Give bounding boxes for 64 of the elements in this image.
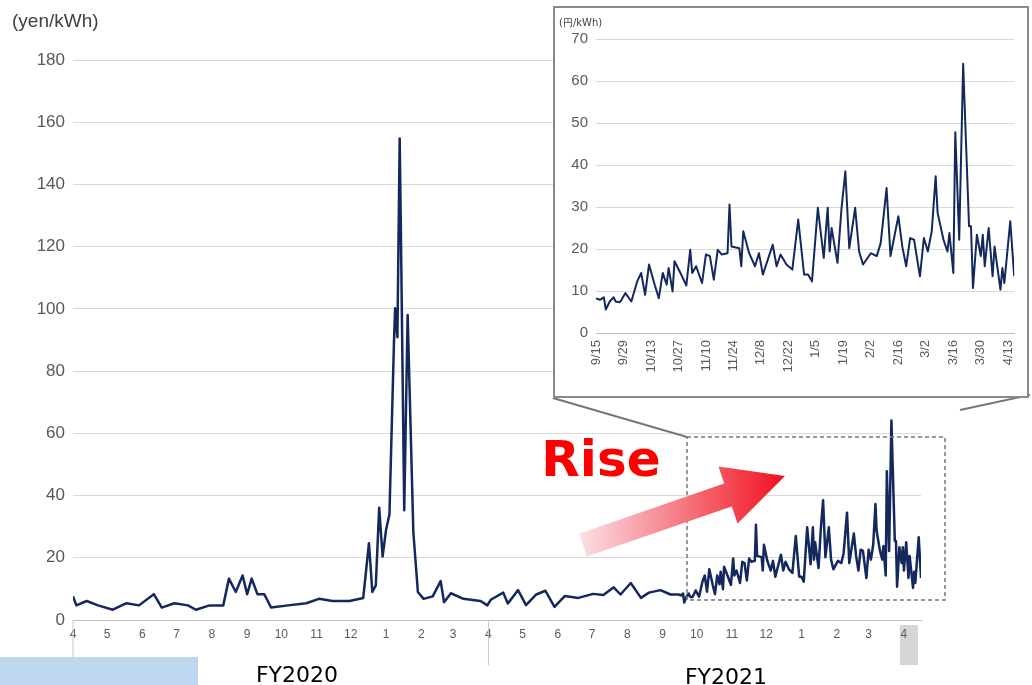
- x-tick-label: 8: [623, 626, 631, 641]
- x-tick-label: 2: [417, 626, 425, 641]
- x-tick-label: 7: [588, 626, 596, 641]
- x-tick-label: 2/16: [889, 340, 905, 366]
- y-axis-title: (yen/kWh): [12, 10, 99, 32]
- y-tick-label: 70: [571, 29, 588, 47]
- x-tick-label: 10/27: [670, 340, 686, 373]
- x-tick-label: 6: [554, 626, 562, 641]
- y-tick-label: 30: [571, 197, 588, 215]
- y-tick-label: 40: [46, 485, 65, 505]
- y-tick-label: 50: [571, 113, 588, 131]
- x-tick-label: 9: [243, 626, 251, 641]
- x-tick-label: 12/22: [779, 340, 795, 373]
- x-tick-label: 9/15: [587, 340, 603, 366]
- y-tick-label: 80: [46, 360, 65, 380]
- x-tick-label: 12/8: [752, 340, 768, 366]
- y-tick-label: 20: [571, 239, 588, 257]
- x-tick-label: 9/29: [615, 340, 631, 366]
- x-tick-label: 4: [485, 626, 493, 641]
- x-tick-label: 4: [69, 626, 77, 641]
- y-tick-label: 60: [571, 71, 588, 89]
- x-tick-label: 8: [208, 626, 216, 641]
- annotation: Rise: [541, 430, 661, 488]
- y-tick-label: 160: [36, 111, 65, 131]
- x-tick-label: 10: [690, 626, 704, 641]
- x-tick-label: 1/5: [807, 340, 823, 359]
- text: FY2020: [255, 662, 339, 685]
- x-tick-label: 2/2: [862, 340, 878, 359]
- y-tick-label: 0: [579, 323, 588, 341]
- x-tick-label: 12: [759, 626, 774, 641]
- x-tick-label: 1: [382, 626, 390, 641]
- x-tick-label: 10: [274, 626, 289, 641]
- x-tick-label: 4: [900, 626, 908, 641]
- x-tick-label: 3/2: [917, 340, 933, 359]
- x-tick-label: 5: [103, 626, 111, 641]
- x-tick-label: 3: [865, 626, 873, 641]
- x-tick-label: 4/13: [999, 340, 1015, 366]
- x-tick-label: 11/24: [725, 340, 741, 372]
- x-tick-label: 2: [833, 626, 841, 641]
- x-tick-label: 3: [449, 626, 457, 641]
- x-tick-label: 1/19: [834, 340, 850, 366]
- x-tick-label: 3/16: [944, 340, 960, 366]
- x-tick-label: 11/10: [697, 340, 713, 372]
- y-tick-label: 0: [55, 609, 65, 629]
- x-tick-label: 5: [519, 626, 527, 641]
- x-tick-label: 7: [173, 626, 181, 641]
- x-tick-label: 1: [798, 626, 806, 641]
- y-tick-label: 20: [46, 547, 65, 567]
- y-tick-label: 120: [36, 236, 65, 256]
- x-tick-label: 11: [725, 626, 739, 641]
- y-tick-label: 140: [36, 174, 65, 194]
- y-tick-label: 180: [36, 49, 65, 69]
- y-tick-label: 60: [46, 423, 65, 443]
- y-tick-label: 40: [571, 155, 588, 173]
- y-tick-label: 10: [571, 281, 588, 299]
- x-tick-label: 6: [139, 626, 147, 641]
- text: FY2021: [684, 664, 768, 685]
- x-tick-label: 3/30: [972, 340, 988, 366]
- x-tick-label: 9: [659, 626, 667, 641]
- x-tick-label: 11: [310, 626, 324, 641]
- x-tick-label: 10/13: [642, 340, 658, 373]
- x-tick-label: 12: [344, 626, 358, 641]
- y-tick-label: 100: [36, 298, 65, 318]
- y-axis-title: (円/kWh): [559, 16, 603, 28]
